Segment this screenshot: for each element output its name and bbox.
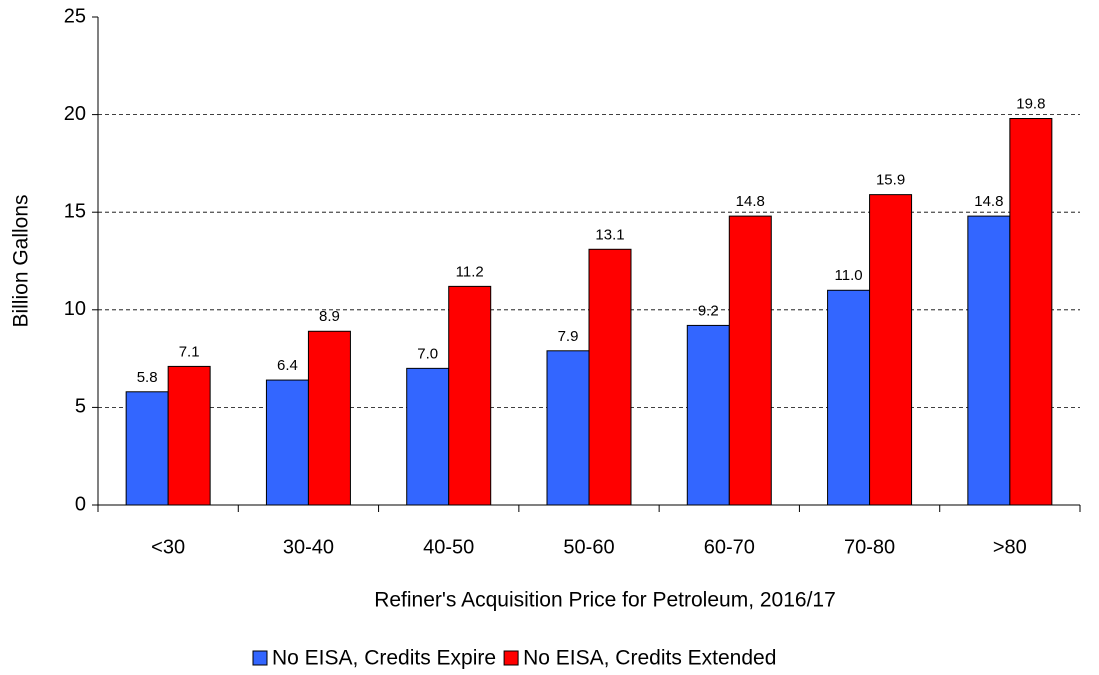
data-label: 6.4 <box>277 357 298 374</box>
bar <box>1009 118 1053 506</box>
data-label: 11.2 <box>456 263 484 280</box>
y-tick-label: 25 <box>64 5 86 27</box>
bar <box>265 379 309 506</box>
data-label: 13.1 <box>595 226 624 243</box>
legend-label: No EISA, Credits Expire <box>272 647 496 670</box>
x-tick-label: 40-50 <box>423 536 474 558</box>
data-label: 14.8 <box>974 193 1003 210</box>
data-label: 7.1 <box>179 343 200 360</box>
x-tick-label: 70-80 <box>844 536 895 558</box>
bar <box>125 391 169 506</box>
legend-swatch <box>252 650 268 666</box>
bar <box>167 365 211 506</box>
y-tick-label: 15 <box>64 200 86 222</box>
bar <box>827 289 871 506</box>
data-label: 11.0 <box>835 267 863 284</box>
y-axis-title: Billion Gallons <box>10 194 33 327</box>
bar <box>588 248 632 506</box>
data-label: 14.8 <box>736 193 765 210</box>
data-label: 15.9 <box>876 172 905 189</box>
y-tick-label: 0 <box>75 493 86 515</box>
data-label: 5.8 <box>137 369 158 386</box>
bar <box>448 285 492 506</box>
bar <box>686 324 730 506</box>
x-tick-label: <30 <box>151 536 185 558</box>
x-tick-label: 60-70 <box>704 536 755 558</box>
data-label: 9.2 <box>698 302 719 319</box>
bar <box>406 367 450 506</box>
data-label: 7.9 <box>558 328 579 345</box>
y-tick-label: 5 <box>75 396 86 418</box>
legend-label: No EISA, Credits Extended <box>523 647 776 670</box>
bar <box>728 215 772 506</box>
x-tick-label: 30-40 <box>283 536 334 558</box>
bar <box>967 215 1011 506</box>
x-tick-label: >80 <box>993 536 1027 558</box>
bar <box>869 194 913 506</box>
bar <box>307 330 351 506</box>
x-tick-label: 50-60 <box>563 536 614 558</box>
data-label: 19.8 <box>1016 95 1045 112</box>
bar <box>546 350 590 506</box>
y-tick-label: 20 <box>64 103 86 125</box>
legend-swatch <box>503 650 519 666</box>
data-label: 7.0 <box>417 345 438 362</box>
x-axis-title: Refiner's Acquisition Price for Petroleu… <box>374 589 836 612</box>
y-tick-label: 10 <box>64 298 86 320</box>
data-label: 8.9 <box>319 308 340 325</box>
